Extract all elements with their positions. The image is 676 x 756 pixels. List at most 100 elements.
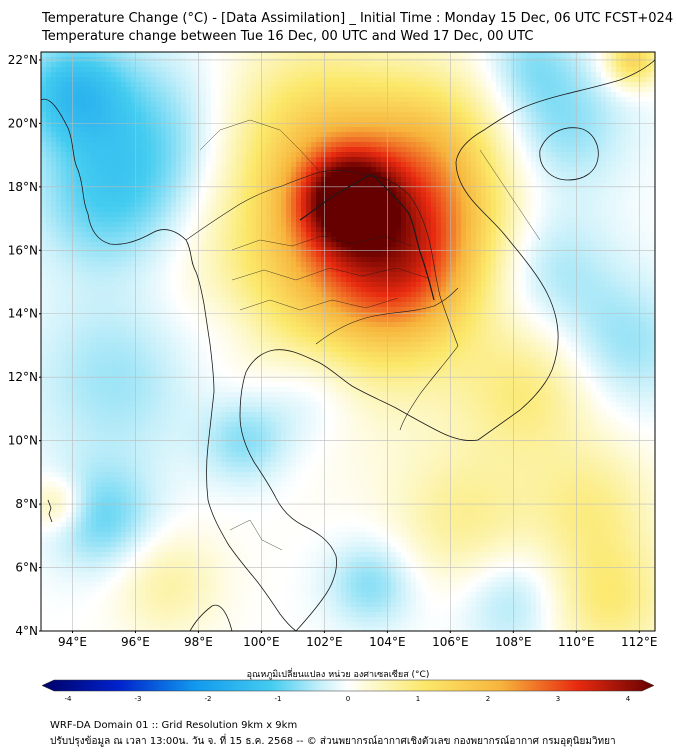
field-cell [591, 72, 597, 78]
field-cell [271, 97, 277, 103]
field-cell [166, 107, 172, 113]
field-cell [466, 207, 472, 213]
field-cell [316, 232, 322, 238]
field-cell [406, 132, 412, 138]
field-cell [81, 137, 87, 143]
field-cell [221, 52, 227, 58]
field-cell [216, 77, 222, 83]
field-cell [376, 222, 382, 228]
field-cell [606, 107, 612, 113]
field-cell [441, 137, 447, 143]
field-cell [491, 207, 497, 213]
field-cell [221, 192, 227, 198]
field-cell [181, 87, 187, 93]
field-cell [406, 172, 412, 178]
field-cell [391, 92, 397, 98]
field-cell [616, 212, 622, 218]
field-cell [501, 67, 507, 73]
field-cell [621, 67, 627, 73]
field-cell [301, 237, 307, 243]
field-cell [581, 112, 587, 118]
field-cell [201, 202, 207, 208]
field-cell [401, 137, 407, 143]
field-cell [196, 252, 202, 258]
field-cell [566, 227, 572, 233]
field-cell [281, 227, 287, 233]
field-cell [456, 52, 462, 58]
field-cell [526, 62, 532, 68]
field-cell [131, 187, 137, 193]
field-cell [126, 167, 132, 173]
field-cell [621, 137, 627, 143]
field-cell [376, 242, 382, 248]
field-cell [126, 222, 132, 228]
field-cell [266, 187, 272, 193]
field-cell [476, 132, 482, 138]
field-cell [516, 72, 522, 78]
field-cell [631, 127, 637, 133]
field-cell [501, 102, 507, 108]
field-cell [201, 182, 207, 188]
field-cell [266, 162, 272, 168]
field-cell [241, 147, 247, 153]
field-cell [321, 52, 327, 58]
field-cell [636, 242, 642, 248]
field-cell [651, 82, 655, 88]
field-cell [631, 162, 637, 168]
field-cell [586, 182, 592, 188]
field-cell [276, 162, 282, 168]
field-cell [66, 247, 72, 253]
field-cell [581, 197, 587, 203]
field-cell [201, 82, 207, 88]
field-cell [396, 237, 402, 243]
field-cell [616, 72, 622, 78]
field-cell [271, 222, 277, 228]
field-cell [206, 202, 212, 208]
field-cell [431, 217, 437, 223]
field-cell [306, 247, 312, 253]
field-cell [611, 92, 617, 98]
field-cell [106, 237, 112, 243]
field-cell [421, 237, 427, 243]
field-cell [466, 157, 472, 163]
field-cell [356, 77, 362, 83]
field-cell [546, 157, 552, 163]
field-cell [641, 152, 647, 158]
field-cell [306, 117, 312, 123]
field-cell [416, 77, 422, 83]
field-cell [351, 217, 357, 223]
field-cell [491, 77, 497, 83]
field-cell [416, 172, 422, 178]
field-cell [646, 247, 652, 253]
field-cell [561, 182, 567, 188]
field-cell [541, 162, 547, 168]
field-cell [366, 97, 372, 103]
field-cell [381, 202, 387, 208]
field-cell [406, 52, 412, 58]
field-cell [56, 187, 62, 193]
field-cell [621, 92, 627, 98]
field-cell [311, 102, 317, 108]
field-cell [51, 157, 57, 163]
field-cell [146, 52, 152, 58]
field-cell [216, 207, 222, 213]
field-cell [366, 92, 372, 98]
field-cell [561, 152, 567, 158]
field-cell [511, 82, 517, 88]
field-cell [291, 192, 297, 198]
field-cell [421, 122, 427, 128]
field-cell [296, 112, 302, 118]
field-cell [606, 87, 612, 93]
field-cell [356, 202, 362, 208]
field-cell [641, 137, 647, 143]
field-cell [456, 147, 462, 153]
field-cell [181, 247, 187, 253]
field-cell [291, 197, 297, 203]
field-cell [476, 127, 482, 133]
field-cell [596, 107, 602, 113]
field-cell [361, 72, 367, 78]
field-cell [516, 242, 522, 248]
field-cell [101, 202, 107, 208]
field-cell [511, 142, 517, 148]
field-cell [396, 147, 402, 153]
